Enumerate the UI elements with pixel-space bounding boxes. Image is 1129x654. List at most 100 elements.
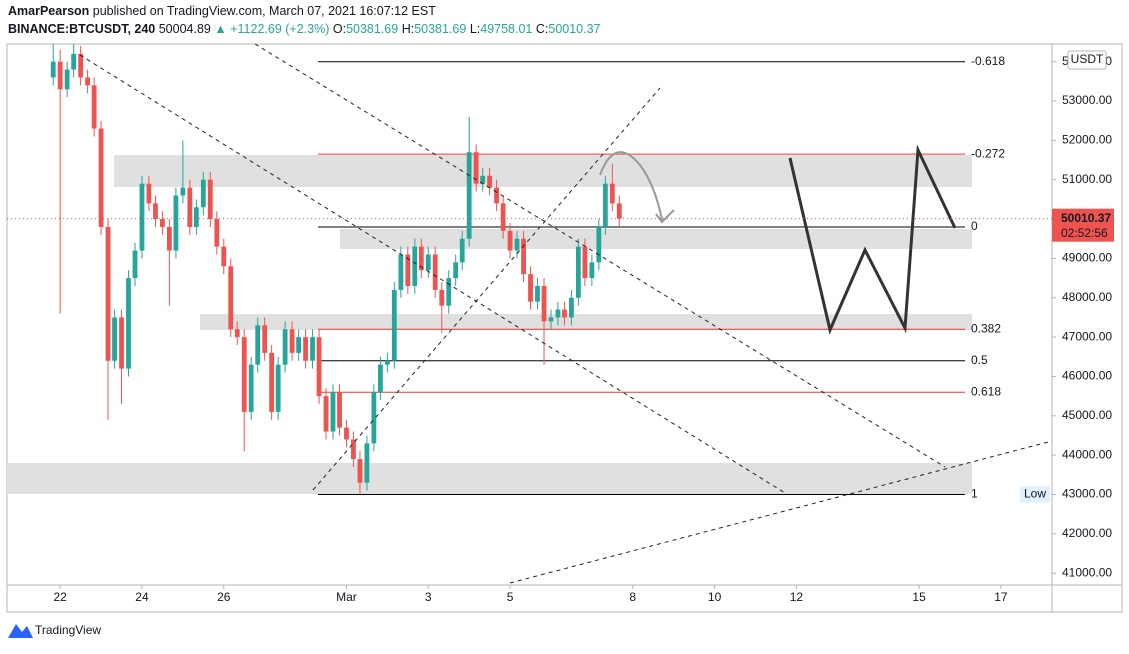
y-tick-label: 47000.00 — [1062, 329, 1112, 343]
candle-body — [487, 175, 493, 188]
candle-body — [548, 317, 554, 322]
frame — [6, 43, 1123, 613]
candle-body — [255, 325, 261, 365]
candle-body — [269, 352, 275, 412]
fib-label: 0.618 — [971, 384, 1001, 398]
candle-body — [323, 396, 329, 432]
header-line: AmarPearson published on TradingView.com… — [8, 4, 436, 18]
candle-body — [480, 175, 486, 184]
low-label: Low — [1024, 487, 1046, 501]
candle-body — [105, 226, 111, 361]
price: 50004.89 — [159, 22, 211, 36]
countdown: 02:52:56 — [1061, 226, 1108, 240]
projection-zigzag — [788, 144, 957, 335]
candle-body — [187, 187, 193, 227]
candle-body — [575, 246, 581, 298]
candle-body — [602, 183, 608, 227]
projection-arrow — [599, 151, 663, 221]
l-label: L: — [470, 22, 480, 36]
y-tick-label: 48000.00 — [1062, 290, 1112, 304]
candle-body — [57, 61, 63, 90]
currency: USDT — [1071, 52, 1104, 66]
x-tick-label: 22 — [53, 590, 67, 604]
x-tick-label: 12 — [790, 590, 804, 604]
candle-body — [344, 427, 349, 440]
candle-body — [146, 183, 152, 204]
trend-lines — [79, 44, 1052, 584]
candle-body — [405, 254, 411, 286]
candle-body — [71, 53, 77, 70]
last-price: 50010.37 — [1061, 211, 1111, 225]
y-tick-label: 49000.00 — [1062, 251, 1112, 265]
y-tick-label: 42000.00 — [1062, 526, 1112, 540]
candle-body — [160, 219, 165, 227]
y-tick-label: 43000.00 — [1062, 487, 1112, 501]
symbol-line: BINANCE:BTCUSDT, 240 50004.89 ▲ +1122.69… — [8, 22, 601, 36]
candle-body — [616, 203, 622, 219]
author: AmarPearson — [8, 4, 89, 18]
candle-body — [596, 226, 602, 263]
brand: TradingView — [35, 623, 101, 637]
candle-body — [85, 77, 90, 86]
x-tick-label: 15 — [912, 590, 926, 604]
candle-body — [173, 195, 179, 251]
h-label: H: — [402, 22, 415, 36]
candle-body — [316, 337, 322, 397]
candle-body — [200, 179, 206, 208]
y-tick-label: 45000.00 — [1062, 408, 1112, 422]
fib-label: 0.382 — [971, 321, 1001, 335]
candle-body — [541, 285, 547, 322]
candle-body — [528, 274, 533, 302]
x-tick-label: 5 — [507, 590, 514, 604]
trend-line — [509, 440, 1052, 584]
candle-body — [609, 183, 615, 204]
candle-body — [507, 230, 513, 251]
candle-body — [228, 266, 234, 330]
candle-body — [207, 179, 213, 220]
y-tick-label: 44000.00 — [1062, 447, 1112, 461]
candle-body — [453, 262, 459, 279]
candle-body — [432, 254, 438, 290]
candle-body — [282, 329, 288, 365]
candle-body — [91, 85, 97, 129]
candle-body — [378, 364, 383, 393]
candle-body — [98, 128, 104, 227]
fib-label: -0.618 — [971, 54, 1005, 68]
candle-body — [384, 360, 390, 365]
o-value: 50381.69 — [346, 22, 398, 36]
candle-body — [296, 337, 302, 353]
y-tick-label: 52000.00 — [1062, 133, 1112, 147]
candle-body — [555, 309, 561, 318]
candle-body — [535, 285, 540, 302]
candle-body — [78, 53, 84, 78]
candle-body — [473, 152, 479, 184]
candle-body — [64, 69, 70, 90]
y-tick-label: 46000.00 — [1062, 369, 1112, 383]
candle-body — [351, 439, 356, 460]
x-tick-label: 24 — [135, 590, 149, 604]
candle-body — [289, 329, 295, 353]
candle-body — [446, 278, 452, 306]
x-tick-label: 8 — [629, 590, 636, 604]
fib-label: 1 — [971, 487, 978, 501]
candle-body — [50, 61, 56, 78]
candle-body — [514, 238, 520, 251]
h-value: 50381.69 — [414, 22, 466, 36]
symbol: BINANCE:BTCUSDT, 240 — [8, 22, 155, 36]
candle-body — [364, 443, 370, 483]
l-value: 49758.01 — [480, 22, 532, 36]
trend-line — [79, 54, 786, 494]
x-tick-label: 17 — [994, 590, 1008, 604]
candle-body — [459, 238, 465, 263]
candles — [50, 44, 622, 495]
candle-body — [166, 226, 172, 251]
candle-body — [126, 278, 131, 369]
zone — [7, 463, 972, 494]
fib-label: 0 — [971, 219, 978, 233]
candle-body — [521, 238, 526, 275]
candle-body — [418, 246, 424, 271]
trend-line — [254, 44, 946, 468]
candle-body — [132, 250, 138, 279]
change: +1122.69 (+2.3%) — [230, 22, 329, 36]
